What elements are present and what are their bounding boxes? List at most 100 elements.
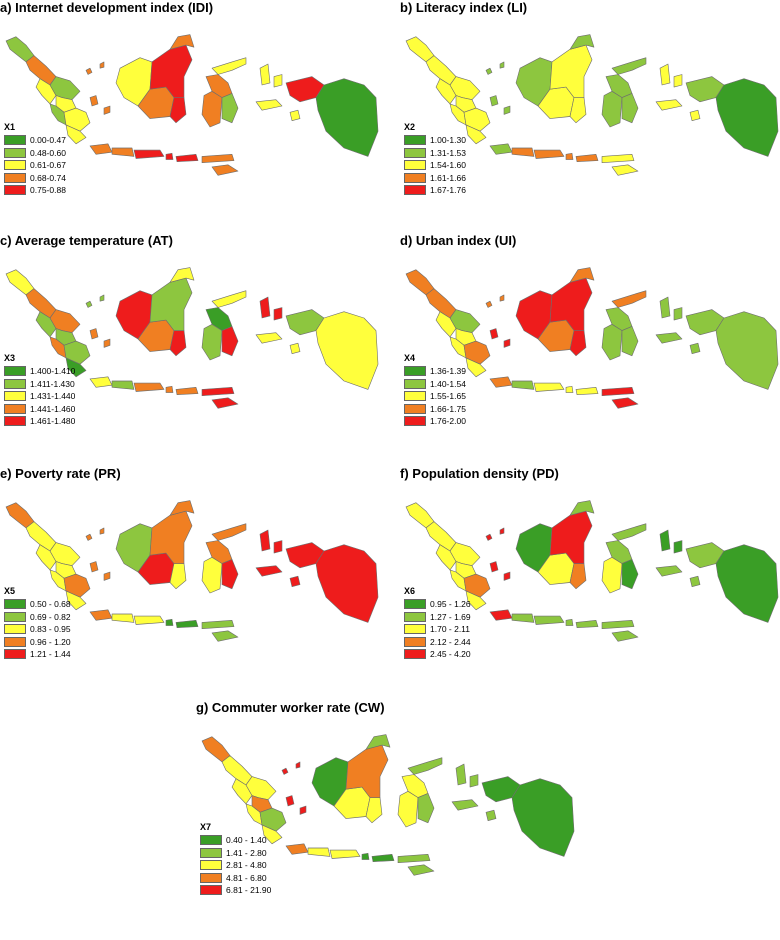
legend-swatch	[4, 378, 26, 389]
province-bangka-belitung	[89, 328, 111, 348]
map-legend: X1 0.00-0.47 0.48-0.60 0.61-0.67 0.68-0.…	[4, 122, 66, 197]
map-legend: X6 0.95 - 1.26 1.27 - 1.69 1.70 - 2.11 2…	[404, 586, 471, 661]
province-bangka-belitung	[489, 95, 511, 115]
province-south-sulawesi	[601, 323, 623, 361]
province-east-java	[133, 615, 165, 625]
map-pr	[5, 500, 379, 642]
legend-swatch	[404, 649, 426, 660]
legend-swatch	[4, 172, 26, 183]
map-cw	[201, 734, 575, 876]
province-southeast-sulawesi	[621, 559, 639, 590]
legend-swatch	[4, 624, 26, 635]
legend-title: X3	[4, 353, 16, 363]
legend-swatch	[200, 872, 222, 883]
legend-item: 1.54-1.60	[404, 159, 466, 172]
legend-item: 1.431-1.440	[4, 390, 75, 403]
province-riau-islands	[85, 61, 105, 75]
province-north-sulawesi	[211, 57, 247, 75]
province-riau-islands	[485, 61, 505, 75]
legend-item: 0.75-0.88	[4, 184, 66, 197]
legend-label: 1.66-1.75	[430, 403, 466, 414]
legend-item: 2.45 - 4.20	[404, 648, 471, 661]
legend-label: 0.48-0.60	[30, 147, 66, 158]
legend-swatch	[200, 835, 222, 846]
province-south-sulawesi	[201, 90, 223, 128]
legend-swatch	[4, 649, 26, 660]
province-bangka-belitung	[285, 795, 307, 815]
legend-label: 2.81 - 4.80	[226, 860, 267, 871]
legend-swatch	[4, 403, 26, 414]
legend-item: 1.461-1.480	[4, 415, 75, 428]
legend-label: 1.400-1.410	[30, 366, 76, 377]
province-riau-islands	[85, 294, 105, 308]
province-central-java	[111, 613, 135, 623]
legend-item: 1.411-1.430	[4, 378, 75, 391]
province-north-sulawesi	[211, 523, 247, 541]
province-papua	[511, 778, 575, 857]
legend-label: 1.00-1.30	[430, 135, 466, 146]
legend-item: 1.70 - 2.11	[404, 623, 471, 636]
legend-label: 2.45 - 4.20	[430, 649, 471, 660]
legend-item: 0.96 - 1.20	[4, 636, 71, 649]
map-panel-idi: a) Internet development index (IDI) X1 0…	[0, 0, 380, 240]
legend-item: 0.68-0.74	[4, 172, 66, 185]
legend-swatch	[404, 391, 426, 402]
province-north-sulawesi	[211, 290, 247, 308]
legend-label: 1.411-1.430	[30, 378, 75, 389]
legend-title: X5	[4, 586, 16, 596]
province-aceh	[405, 269, 435, 296]
province-papua	[715, 544, 779, 623]
legend-label: 0.68-0.74	[30, 172, 66, 183]
province-south-kalimantan	[169, 330, 187, 357]
panel-title: d) Urban index (UI)	[400, 233, 517, 248]
province-bali-ntb	[165, 385, 199, 395]
legend-label: 0.83 - 0.95	[30, 624, 71, 635]
province-north-kalimantan	[569, 267, 595, 283]
legend-swatch	[404, 366, 426, 377]
legend-label: 1.40-1.54	[430, 378, 466, 389]
province-riau-islands	[281, 761, 301, 775]
province-north-maluku	[659, 296, 683, 321]
legend-item: 2.81 - 4.80	[200, 859, 271, 872]
province-west-java	[285, 843, 309, 855]
province-southeast-sulawesi	[221, 93, 239, 124]
legend-swatch	[404, 135, 426, 146]
legend-item: 1.61-1.66	[404, 172, 466, 185]
map-panel-ui: d) Urban index (UI) X4 1.36-1.39 1.40-1.…	[400, 233, 780, 473]
legend-swatch	[404, 185, 426, 196]
legend-swatch	[404, 147, 426, 158]
province-bangka-belitung	[89, 95, 111, 115]
province-maluku	[255, 565, 301, 588]
panel-title: g) Commuter worker rate (CW)	[196, 700, 385, 715]
province-maluku	[655, 565, 701, 588]
legend-swatch	[200, 847, 222, 858]
province-southeast-sulawesi	[221, 326, 239, 357]
legend-swatch	[4, 366, 26, 377]
province-south-kalimantan	[569, 97, 587, 124]
legend-swatch	[4, 147, 26, 158]
map-legend: X5 0.50 - 0.68 0.69 - 0.82 0.83 - 0.95 0…	[4, 586, 71, 661]
province-north-maluku	[659, 63, 683, 88]
legend-item: 1.76-2.00	[404, 415, 466, 428]
province-maluku	[655, 332, 701, 355]
legend-label: 1.76-2.00	[430, 416, 466, 427]
map-li	[405, 34, 779, 176]
panel-title: c) Average temperature (AT)	[0, 233, 173, 248]
province-south-kalimantan	[569, 330, 587, 357]
legend-item: 4.81 - 6.80	[200, 872, 271, 885]
province-west-java	[489, 376, 513, 388]
legend-item: 0.61-0.67	[4, 159, 66, 172]
province-north-maluku	[659, 529, 683, 554]
legend-label: 4.81 - 6.80	[226, 872, 267, 883]
legend-label: 0.50 - 0.68	[30, 599, 71, 610]
panel-title: e) Poverty rate (PR)	[0, 466, 121, 481]
legend-item: 1.31-1.53	[404, 147, 466, 160]
province-north-sulawesi	[611, 57, 647, 75]
province-north-maluku	[259, 529, 283, 554]
legend-item: 6.81 - 21.90	[200, 884, 271, 897]
province-south-sulawesi	[397, 790, 419, 828]
province-bali-ntb	[165, 152, 199, 162]
legend-item: 1.40-1.54	[404, 378, 466, 391]
map-idi	[5, 34, 379, 176]
province-ntt	[397, 853, 435, 876]
